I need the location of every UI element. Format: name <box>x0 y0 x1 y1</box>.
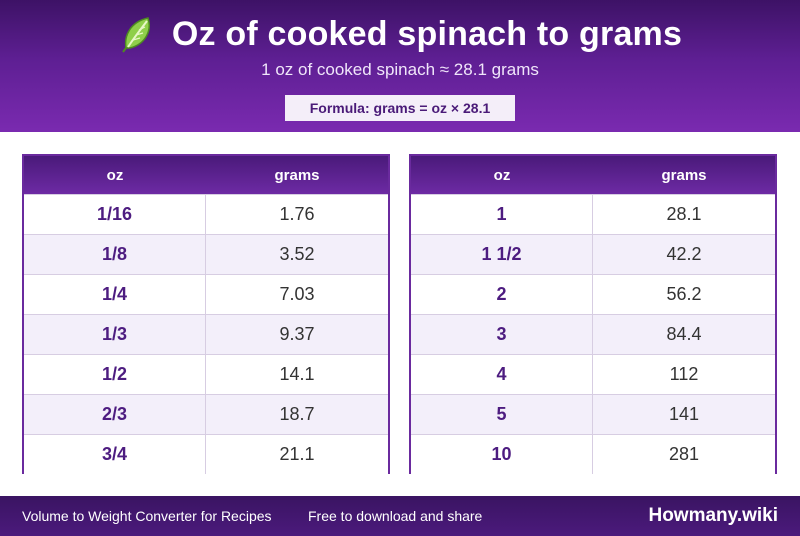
grams-cell: 112 <box>669 364 699 384</box>
oz-cell: 1/16 <box>24 195 206 234</box>
header-banner: Oz of cooked spinach to grams 1 oz of co… <box>0 0 800 132</box>
grams-cell: 7.03 <box>279 284 315 304</box>
oz-cell: 4 <box>411 355 593 394</box>
page-title-row: Oz of cooked spinach to grams <box>0 14 800 54</box>
oz-cell: 2/3 <box>24 395 206 434</box>
grams-cell: 14.1 <box>279 364 315 384</box>
table-header: oz grams <box>411 156 775 194</box>
grams-cell: 141 <box>668 404 700 424</box>
conversion-table-left: oz grams 1/16 1.76 1/8 3.52 1/4 7.03 1/3… <box>22 154 390 474</box>
oz-cell: 3/4 <box>24 435 206 474</box>
grams-cell: 18.7 <box>279 404 315 424</box>
grams-cell: 84.4 <box>666 324 702 344</box>
footer-share-text: Free to download and share <box>308 508 483 524</box>
footer-bar: Volume to Weight Converter for Recipes F… <box>0 496 800 536</box>
oz-cell: 1/3 <box>24 315 206 354</box>
grams-cell: 3.52 <box>279 244 315 264</box>
table-row: 1/16 1.76 <box>24 194 388 234</box>
column-header-oz: oz <box>493 166 511 184</box>
grams-cell: 42.2 <box>666 244 702 264</box>
table-row: 1 1/2 42.2 <box>411 234 775 274</box>
grams-cell: 9.37 <box>279 324 315 344</box>
oz-cell: 1/4 <box>24 275 206 314</box>
table-row: 1 28.1 <box>411 194 775 234</box>
table-row: 10 281 <box>411 434 775 474</box>
oz-cell: 1/2 <box>24 355 206 394</box>
table-row: 1/2 14.1 <box>24 354 388 394</box>
column-header-oz: oz <box>106 166 124 184</box>
table-row: 2 56.2 <box>411 274 775 314</box>
grams-cell: 1.76 <box>279 204 315 224</box>
formula-badge: Formula: grams = oz × 28.1 <box>285 95 515 121</box>
oz-cell: 2 <box>411 275 593 314</box>
oz-cell: 5 <box>411 395 593 434</box>
oz-cell: 1 <box>411 195 593 234</box>
page-title: Oz of cooked spinach to grams <box>171 14 683 53</box>
table-row: 1/3 9.37 <box>24 314 388 354</box>
table-row: 2/3 18.7 <box>24 394 388 434</box>
spinach-leaf-icon <box>118 14 158 54</box>
table-row: 3 84.4 <box>411 314 775 354</box>
grams-cell: 28.1 <box>666 204 702 224</box>
table-row: 1/4 7.03 <box>24 274 388 314</box>
column-header-grams: grams <box>274 166 320 184</box>
oz-cell: 3 <box>411 315 593 354</box>
grams-cell: 21.1 <box>279 444 315 464</box>
footer-converter-text: Volume to Weight Converter for Recipes <box>22 508 272 524</box>
table-row: 5 141 <box>411 394 775 434</box>
brand-logo-text[interactable]: Howmany.wiki <box>648 505 778 526</box>
table-row: 1/8 3.52 <box>24 234 388 274</box>
column-header-grams: grams <box>661 166 707 184</box>
conversion-table-right: oz grams 1 28.1 1 1/2 42.2 2 56.2 3 84.4… <box>409 154 777 474</box>
oz-cell: 1 1/2 <box>411 235 593 274</box>
oz-cell: 1/8 <box>24 235 206 274</box>
page-subtitle: 1 oz of cooked spinach ≈ 28.1 grams <box>261 60 539 79</box>
table-row: 3/4 21.1 <box>24 434 388 474</box>
table-row: 4 112 <box>411 354 775 394</box>
oz-cell: 10 <box>411 435 593 474</box>
grams-cell: 281 <box>668 444 700 464</box>
grams-cell: 56.2 <box>666 284 702 304</box>
table-header: oz grams <box>24 156 388 194</box>
